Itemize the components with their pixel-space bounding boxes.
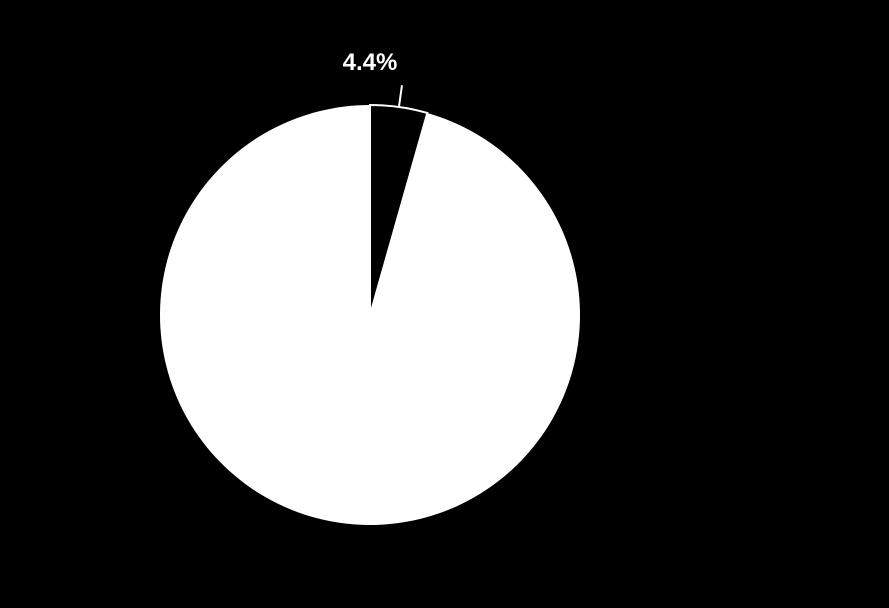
pie-chart-container: 4.4% [0, 0, 889, 608]
pie-chart-svg [0, 0, 889, 608]
slice-callout-label: 4.4% [343, 49, 398, 77]
